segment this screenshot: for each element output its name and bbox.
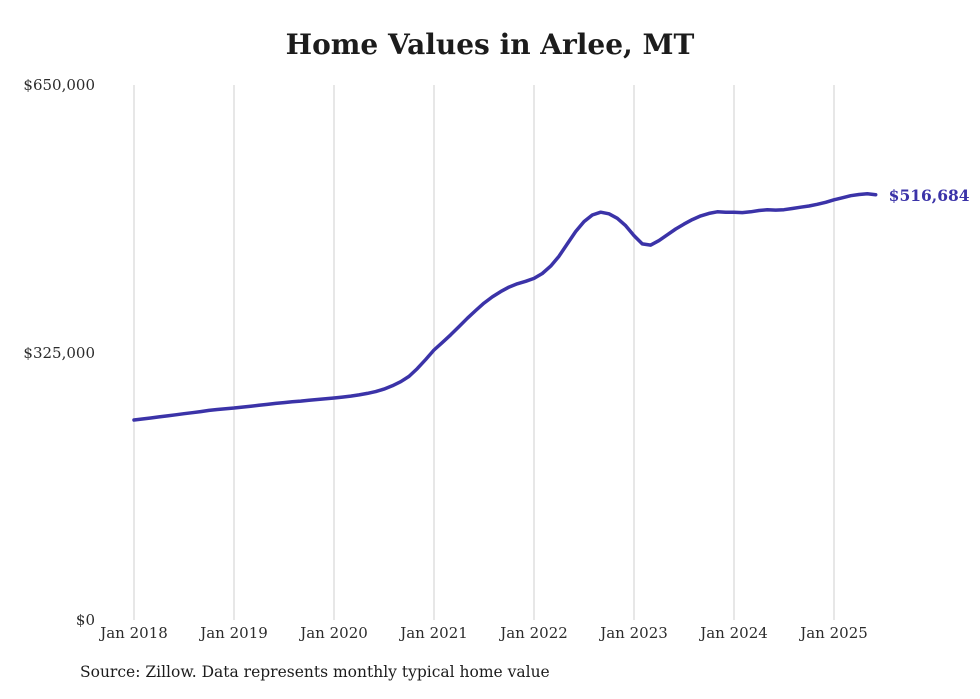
x-tick-label: Jan 2022 (500, 624, 568, 642)
x-tick-label: Jan 2025 (800, 624, 868, 642)
y-tick-label: $325,000 (23, 343, 95, 362)
gridlines-group (133, 85, 835, 620)
source-note: Source: Zillow. Data represents monthly … (80, 663, 550, 681)
y-tick-label: $0 (75, 611, 95, 629)
current-value-label: $516,684 (888, 185, 970, 205)
x-tick-label: Jan 2019 (200, 624, 268, 642)
x-tick-label: Jan 2021 (400, 624, 468, 642)
chart-title: Home Values in Arlee, MT (285, 28, 695, 61)
y-tick-label: $650,000 (23, 76, 95, 94)
home-value-line-series (132, 192, 878, 422)
x-tick-label: Jan 2018 (100, 624, 168, 642)
x-tick-label: Jan 2023 (600, 624, 668, 642)
x-tick-label: Jan 2024 (700, 624, 768, 642)
x-tick-label: Jan 2020 (300, 624, 368, 642)
